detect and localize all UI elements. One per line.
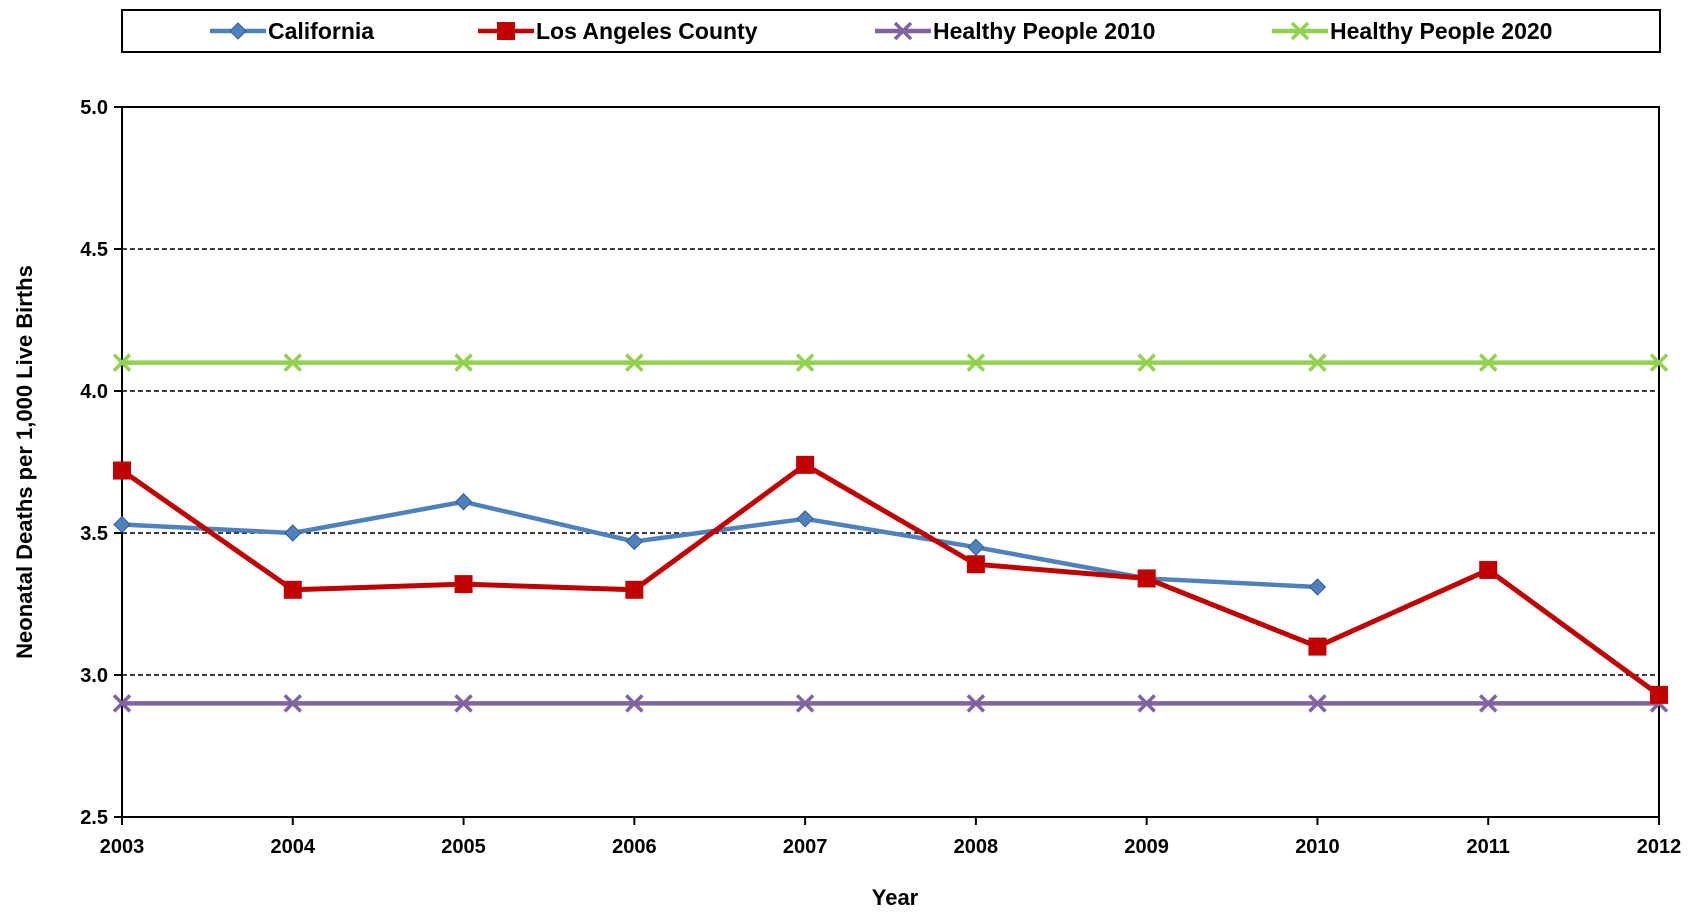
data-point bbox=[283, 694, 303, 713]
data-point bbox=[1308, 637, 1327, 656]
data-point bbox=[795, 353, 815, 372]
x-tick-label: 2007 bbox=[783, 836, 828, 858]
data-point bbox=[625, 532, 644, 551]
legend-label: Healthy People 2010 bbox=[933, 18, 1155, 44]
legend: California Los Angeles County Healthy Peop… bbox=[121, 9, 1661, 53]
data-point bbox=[625, 580, 644, 599]
series-los-angeles-county bbox=[113, 455, 1668, 704]
x-axis-title: Year bbox=[872, 885, 919, 910]
data-point bbox=[454, 353, 473, 372]
x-tick-label: 2011 bbox=[1467, 836, 1510, 858]
data-point bbox=[454, 575, 473, 594]
data-point bbox=[966, 353, 986, 372]
data-point bbox=[112, 353, 132, 372]
y-tick-label: 2.5 bbox=[80, 807, 108, 829]
legend-item: Healthy People 2010 bbox=[875, 18, 1155, 44]
y-axis-ticks: 2.5 3.0 3.5 4.0 4.5 5.0 bbox=[80, 97, 122, 829]
y-tick-label: 3.0 bbox=[80, 665, 108, 687]
data-point bbox=[454, 493, 473, 511]
data-point bbox=[795, 694, 815, 713]
x-tick-label: 2006 bbox=[612, 836, 657, 858]
y-axis-title: Neonatal Deaths per 1,000 Live Births bbox=[12, 265, 37, 659]
x-tick-label: 2008 bbox=[954, 836, 999, 858]
y-tick-label: 4.5 bbox=[80, 239, 108, 261]
series-healthy-people-2010 bbox=[112, 694, 1669, 713]
x-tick-label: 2004 bbox=[271, 836, 316, 858]
legend-label: Los Angeles County bbox=[536, 18, 758, 44]
x-tick-label: 2005 bbox=[441, 836, 486, 858]
plot-area-border bbox=[121, 106, 1660, 818]
data-point bbox=[1650, 685, 1668, 704]
data-point bbox=[112, 694, 132, 713]
data-point bbox=[967, 538, 985, 556]
data-point bbox=[1137, 694, 1156, 713]
data-point bbox=[625, 694, 644, 713]
data-point bbox=[283, 353, 303, 372]
data-point bbox=[1137, 569, 1156, 588]
series-healthy-people-2020 bbox=[112, 353, 1669, 372]
x-tick-label: 2009 bbox=[1124, 836, 1169, 858]
legend-item: Los Angeles County bbox=[478, 18, 758, 44]
data-point bbox=[1649, 353, 1669, 372]
y-tick-label: 3.5 bbox=[80, 523, 108, 545]
legend-item: California bbox=[210, 18, 374, 44]
data-point bbox=[796, 510, 814, 528]
data-point bbox=[966, 694, 986, 713]
series-group bbox=[112, 353, 1669, 713]
legend-label: Healthy People 2020 bbox=[1330, 18, 1552, 44]
y-tick-label: 5.0 bbox=[80, 97, 108, 119]
data-point bbox=[966, 555, 985, 574]
data-point bbox=[1478, 353, 1498, 372]
data-point bbox=[1478, 694, 1498, 713]
y-tick-label: 4.0 bbox=[80, 381, 108, 403]
data-point bbox=[1308, 694, 1327, 713]
data-point bbox=[1479, 560, 1498, 579]
x-tick-label: 2012 bbox=[1637, 836, 1682, 858]
data-point bbox=[1308, 353, 1327, 372]
data-point bbox=[625, 353, 644, 372]
data-point bbox=[454, 694, 473, 713]
data-point bbox=[796, 455, 815, 474]
data-point bbox=[1308, 578, 1327, 596]
legend-swatch-marker bbox=[229, 22, 247, 40]
legend-item: Healthy People 2020 bbox=[1272, 18, 1552, 44]
data-point bbox=[113, 461, 131, 480]
series-line bbox=[120, 462, 1661, 697]
legend-swatch-marker bbox=[893, 21, 913, 41]
data-point bbox=[284, 524, 302, 542]
x-tick-label: 2010 bbox=[1295, 836, 1340, 858]
x-axis-ticks: 2003 2004 2005 2006 2007 2008 2009 2010 2011 2012 bbox=[100, 817, 1682, 858]
data-point bbox=[283, 580, 302, 599]
legend-swatch-marker bbox=[1290, 21, 1310, 41]
data-point bbox=[113, 515, 131, 534]
legend-swatch-marker bbox=[497, 22, 515, 40]
x-tick-label: 2003 bbox=[100, 836, 145, 858]
legend-label: California bbox=[268, 18, 374, 44]
data-point bbox=[1137, 353, 1156, 372]
